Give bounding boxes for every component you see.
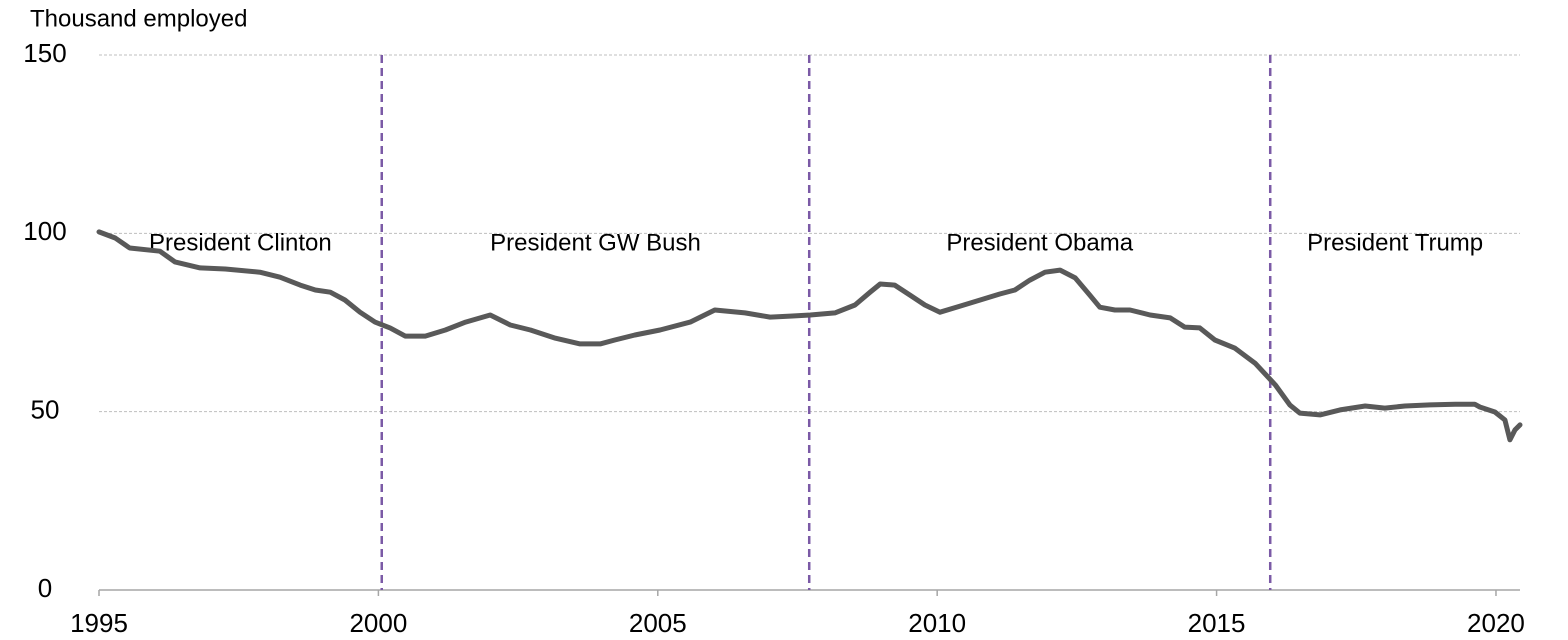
x-tick-label: 2010 (908, 608, 966, 638)
x-tick-label: 2015 (1188, 608, 1246, 638)
x-tick-label: 1995 (70, 608, 128, 638)
period-label: President Clinton (149, 229, 332, 256)
x-tick-label: 2000 (349, 608, 407, 638)
y-axis-title: Thousand employed (30, 5, 247, 32)
y-tick-label: 0 (38, 573, 52, 603)
period-label: President Obama (946, 229, 1133, 256)
period-label: President GW Bush (490, 229, 701, 256)
y-tick-label: 150 (23, 38, 66, 68)
y-tick-label: 50 (31, 395, 60, 425)
data-line (96, 229, 1523, 443)
x-tick-label: 2020 (1467, 608, 1525, 638)
x-tick-label: 2005 (629, 608, 687, 638)
period-label: President Trump (1307, 229, 1483, 256)
y-tick-label: 100 (23, 216, 66, 246)
